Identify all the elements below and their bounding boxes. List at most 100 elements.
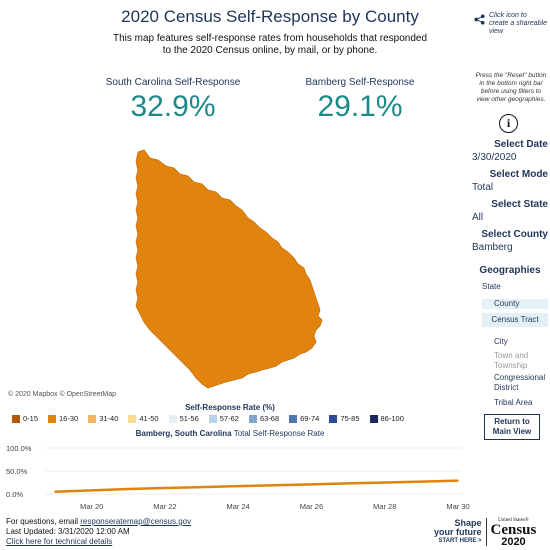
geo-city[interactable]: City	[494, 337, 508, 346]
legend-item: 41-50	[128, 414, 159, 423]
legend-item: 31-40	[88, 414, 118, 423]
legend-item: 86-100	[369, 414, 404, 423]
census-brand[interactable]: Shape your future START HERE > United St…	[434, 516, 548, 548]
legend-label: 86-100	[380, 414, 404, 423]
legend-item: 57-62	[208, 414, 239, 423]
legend-item: 63-68	[248, 414, 280, 423]
last-updated: Last Updated: 3/31/2020 12:00 AM	[6, 527, 130, 536]
geographies-title: Geographies	[479, 265, 541, 276]
legend-item: 69-74	[289, 414, 319, 423]
share-icon[interactable]	[474, 14, 485, 25]
legend-swatch	[48, 414, 57, 423]
legend-item: 75-85	[329, 414, 360, 423]
county-stat-value: 29.1%	[317, 90, 403, 123]
county-stat: Bamberg Self-Response 29.1%	[290, 77, 430, 124]
footer: For questions, email responseratemap@cen…	[6, 517, 191, 547]
legend-label: 63-68	[259, 414, 280, 423]
census-logo-word: Census	[490, 521, 537, 538]
select-state[interactable]: Select State All	[472, 199, 548, 223]
legend-swatch	[248, 414, 257, 423]
page-title: 2020 Census Self-Response by County	[121, 7, 419, 26]
series-point[interactable]	[54, 490, 56, 493]
county-stat-label: Bamberg Self-Response	[305, 77, 415, 88]
legend-swatch	[208, 414, 217, 423]
self-response-chart[interactable]: 100.0% 50.0% 0.0% Mar 20 Mar 22 Mar 24 Mar 26 M…	[0, 440, 470, 515]
shape-your-future-logo[interactable]: Shape your future START HERE >	[434, 518, 482, 546]
select-county-label: Select County	[481, 229, 548, 240]
share-view[interactable]: Click icon to create a shareable view	[474, 12, 548, 36]
county-map[interactable]	[10, 140, 460, 405]
series-point[interactable]	[457, 479, 459, 482]
footer-questions: For questions, email responseratemap@cen…	[6, 517, 191, 527]
select-mode-value[interactable]: Total	[472, 182, 494, 193]
x-tick-label: Mar 24	[227, 502, 250, 511]
legend-label: 16-30	[59, 414, 79, 423]
legend-swatch	[128, 414, 137, 423]
series-point[interactable]	[383, 481, 386, 484]
y-tick-label: 100.0%	[6, 444, 32, 453]
series-point[interactable]	[200, 486, 203, 488]
shape-line-3: START HERE >	[438, 537, 482, 544]
legend-label: 51-56	[179, 414, 199, 423]
census-2020-logo: United States® Census 2020	[490, 517, 537, 548]
legend-swatch	[289, 414, 298, 423]
select-county-value[interactable]: Bamberg	[472, 242, 513, 253]
legend-item: 16-30	[48, 414, 78, 423]
series-point[interactable]	[347, 482, 349, 485]
x-tick-label: Mar 22	[153, 502, 176, 511]
y-tick-label: 0.0%	[6, 490, 23, 499]
state-stat-value: 32.9%	[130, 90, 216, 123]
page-subtitle: This map features self-response rates fr…	[112, 33, 428, 56]
select-date-label: Select Date	[494, 139, 548, 150]
legend-swatch	[369, 414, 378, 423]
x-tick-label: Mar 26	[300, 502, 323, 511]
bamberg-county-shape[interactable]	[135, 149, 323, 389]
legend-item: 0-15	[12, 414, 38, 423]
return-main-view-button[interactable]: Return to Main View	[484, 414, 540, 440]
geo-state[interactable]: State	[482, 282, 501, 291]
geo-county[interactable]: County	[482, 299, 548, 309]
share-hint: Click icon to create a shareable view	[489, 12, 547, 35]
series-point[interactable]	[310, 483, 313, 486]
email-link[interactable]: responseratemap@census.gov	[80, 517, 192, 526]
legend-label: 75-85	[340, 414, 360, 423]
legend-label: 0-15	[23, 414, 39, 423]
legend: 0-15 16-30 31-40 41-50 51-56 57-62 63-68 69-74 7…	[12, 414, 404, 423]
series-point[interactable]	[420, 480, 423, 483]
census-logo-year: 2020	[501, 535, 526, 548]
legend-swatch	[12, 414, 20, 423]
legend-swatch	[88, 414, 97, 423]
series-point[interactable]	[164, 487, 166, 489]
state-stat: South Carolina Self-Response 32.9%	[103, 77, 243, 124]
legend-label: 31-40	[99, 414, 119, 423]
series-point[interactable]	[237, 485, 239, 487]
legend-title: Self-Response Rate (%)	[185, 403, 275, 412]
series-point[interactable]	[90, 489, 93, 492]
select-mode[interactable]: Select Mode Total	[472, 169, 548, 193]
series-line[interactable]	[54, 479, 459, 493]
x-tick-label: Mar 30	[446, 502, 469, 511]
select-mode-label: Select Mode	[489, 169, 548, 180]
reset-note: Press the "Reset" button in the bottom r…	[475, 72, 547, 103]
footer-questions-text: For questions, email	[6, 517, 81, 526]
info-icon[interactable]: i	[499, 114, 518, 133]
legend-label: 69-74	[300, 414, 320, 423]
chart-title-measure: Total Self-Response Rate	[233, 429, 325, 438]
select-state-value[interactable]: All	[472, 212, 484, 223]
technical-details-link[interactable]: Click here for technical details	[6, 537, 113, 546]
select-county[interactable]: Select County Bamberg	[472, 229, 548, 253]
census-logo-us: United States®	[498, 517, 529, 523]
select-date[interactable]: Select Date 3/30/2020	[472, 139, 548, 163]
geo-tribal-area[interactable]: Tribal Area	[494, 398, 533, 407]
geo-congressional-district[interactable]: Congressional District	[494, 373, 546, 392]
geo-town-township: Town and Township	[494, 351, 529, 370]
legend-label: 41-50	[139, 414, 159, 423]
series-point[interactable]	[274, 484, 276, 487]
select-state-label: Select State	[491, 199, 548, 210]
map-credit: © 2020 Mapbox © OpenStreetMap	[8, 391, 116, 398]
legend-label: 57-62	[219, 414, 239, 423]
legend-swatch	[329, 414, 338, 423]
select-date-value[interactable]: 3/30/2020	[472, 152, 517, 163]
series-point[interactable]	[127, 488, 130, 490]
geo-census-tract[interactable]: Census Tract	[482, 313, 548, 327]
